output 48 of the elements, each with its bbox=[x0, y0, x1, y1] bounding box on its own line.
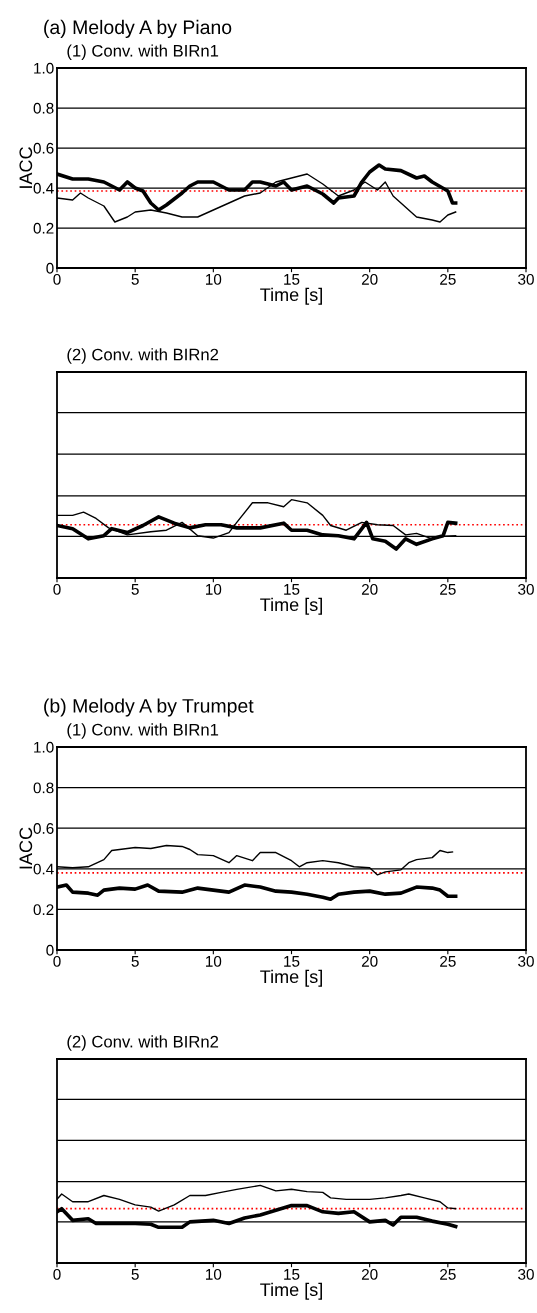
x-tick-label: 25 bbox=[440, 273, 456, 285]
x-tick-label: 15 bbox=[284, 584, 300, 595]
x-tick-label: 10 bbox=[206, 583, 222, 595]
y-tick-label: 0.8 bbox=[33, 782, 54, 794]
x-tick-label: 20 bbox=[361, 583, 378, 595]
x-tick-label: 5 bbox=[131, 584, 139, 595]
x-tick-label: 15 bbox=[284, 1269, 300, 1280]
x-axis-title: Time [s] bbox=[260, 597, 322, 615]
y-tick-label: 0.4 bbox=[33, 863, 54, 875]
x-tick-label: 15 bbox=[284, 956, 300, 967]
x-tick-label: 25 bbox=[440, 583, 456, 595]
text: (b) Melody A by Trumpet bbox=[44, 698, 254, 717]
y-tick-label: 1.0 bbox=[34, 741, 54, 753]
x-tick-label: 10 bbox=[206, 1268, 222, 1280]
x-tick-label: 30 bbox=[518, 583, 534, 595]
x-tick-label: 5 bbox=[131, 274, 139, 285]
x-tick-label: 5 bbox=[131, 956, 139, 967]
y-tick-label: 0.8 bbox=[33, 102, 54, 114]
y-tick-label: 0.2 bbox=[33, 904, 54, 916]
x-tick-label: 15 bbox=[284, 274, 300, 285]
y-tick-label: 0.4 bbox=[33, 182, 54, 194]
y-tick-label: 0 bbox=[46, 262, 54, 274]
x-tick-label: 20 bbox=[361, 1268, 378, 1280]
x-tick-label: 5 bbox=[131, 1269, 139, 1280]
y-tick-label: 1.0 bbox=[34, 62, 54, 74]
y-tick-label: 0.6 bbox=[33, 823, 54, 834]
chart-title: (1) Conv. with BIRn1 bbox=[67, 723, 219, 739]
x-tick-label: 10 bbox=[206, 955, 222, 967]
x-tick-label: 25 bbox=[440, 955, 456, 967]
x-tick-label: 20 bbox=[361, 955, 378, 967]
x-tick-label: 10 bbox=[206, 273, 222, 285]
y-axis-title: IACC bbox=[19, 827, 33, 869]
x-tick-label: 30 bbox=[518, 273, 534, 285]
x-tick-label: 25 bbox=[440, 1268, 456, 1280]
y-axis-title: IACC bbox=[19, 147, 33, 188]
x-tick-label: 30 bbox=[518, 955, 534, 967]
x-tick-label: 30 bbox=[518, 1268, 534, 1280]
y-tick-label: 0 bbox=[46, 944, 54, 956]
x-axis-title: Time [s] bbox=[260, 1282, 322, 1300]
chart-title: (2) Conv. with BIRn2 bbox=[67, 1035, 219, 1051]
y-tick-label: 0.6 bbox=[33, 142, 54, 154]
chart-title: (2) Conv. with BIRn2 bbox=[67, 348, 219, 364]
x-tick-label: 20 bbox=[361, 273, 378, 285]
y-tick-label: 0.2 bbox=[33, 222, 54, 234]
text: (a) Melody A by Piano bbox=[44, 19, 232, 38]
x-axis-title: Time [s] bbox=[260, 287, 322, 305]
x-axis-title: Time [s] bbox=[260, 969, 322, 987]
chart-title: (1) Conv. with BIRn1 bbox=[67, 44, 219, 60]
